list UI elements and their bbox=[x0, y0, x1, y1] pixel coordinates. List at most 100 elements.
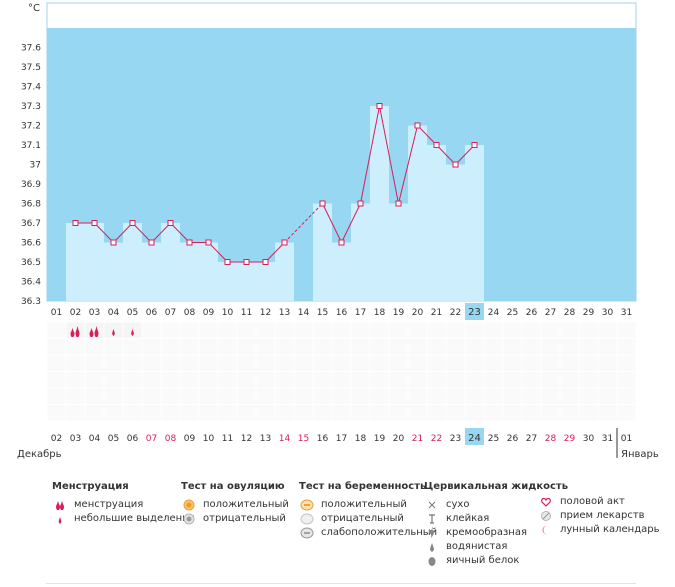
grid-cell bbox=[446, 388, 465, 404]
grid-cell bbox=[123, 405, 142, 421]
grid-cell bbox=[275, 405, 294, 421]
grid-cell bbox=[218, 372, 237, 388]
grid-cell bbox=[522, 372, 541, 388]
ovulation-negative-icon bbox=[181, 513, 197, 525]
grid-cell bbox=[218, 322, 237, 338]
cycle-day-label: 03 bbox=[89, 308, 100, 318]
grid-cell bbox=[85, 372, 104, 388]
grid-cell bbox=[275, 322, 294, 338]
temperature-point bbox=[243, 259, 250, 265]
cycle-day-label: 21 bbox=[431, 308, 442, 318]
calendar-date-label: 22 bbox=[431, 434, 442, 444]
grid-cell bbox=[408, 372, 427, 388]
grid-cell bbox=[218, 388, 237, 404]
grid-cell bbox=[522, 388, 541, 404]
moon-icon bbox=[538, 524, 554, 536]
grid-cell bbox=[598, 355, 617, 371]
grid-cell bbox=[85, 388, 104, 404]
calendar-date-label: 26 bbox=[507, 434, 519, 444]
temperature-bar bbox=[237, 262, 256, 301]
grid-cell bbox=[484, 372, 503, 388]
temperature-point bbox=[262, 259, 269, 265]
calendar-date-label: 06 bbox=[127, 434, 139, 444]
temperature-line-segment bbox=[360, 105, 380, 204]
grid-cell bbox=[275, 372, 294, 388]
grid-cell bbox=[446, 372, 465, 388]
legend-item-pregnancy-negative: отрицательный bbox=[299, 512, 437, 526]
grid-cell bbox=[104, 339, 123, 355]
grid-cell bbox=[180, 405, 199, 421]
grid-cell bbox=[294, 405, 313, 421]
calendar-date-label: 04 bbox=[89, 434, 101, 444]
temperature-line-segment bbox=[113, 222, 133, 243]
grid-cell bbox=[579, 405, 598, 421]
month-end-label: Январь bbox=[621, 449, 659, 460]
creamy-icon bbox=[424, 527, 440, 539]
bottom-divider bbox=[46, 583, 636, 584]
temperature-point bbox=[148, 239, 155, 246]
dry-icon bbox=[424, 499, 440, 511]
grid-cell bbox=[351, 388, 370, 404]
legend-medication-label: прием лекарств bbox=[560, 510, 645, 521]
grid-cell bbox=[503, 322, 522, 338]
cycle-day-label: 05 bbox=[127, 308, 138, 318]
temperature-line-segment bbox=[379, 105, 399, 204]
legend-ovulation-negative-label: отрицательный bbox=[203, 513, 286, 524]
grid-cell bbox=[427, 388, 446, 404]
cycle-day-label: 22 bbox=[450, 308, 461, 318]
grid-cell bbox=[465, 322, 484, 338]
legend-menstruation-title: Менструация bbox=[52, 481, 129, 492]
cycle-day-label: 09 bbox=[203, 308, 215, 318]
legend-ovulation-title: Тест на овуляцию bbox=[181, 481, 285, 492]
grid-cell bbox=[47, 339, 66, 355]
calendar-date-label: 24 bbox=[468, 433, 481, 444]
legend-item-light: небольшие выделения bbox=[52, 512, 195, 526]
cycle-day-label: 07 bbox=[165, 308, 176, 318]
grid-cell bbox=[142, 405, 161, 421]
grid-cell bbox=[560, 372, 579, 388]
grid-cell bbox=[389, 405, 408, 421]
y-unit-label: °C bbox=[28, 3, 40, 14]
temperature-line-segment bbox=[398, 125, 418, 204]
grid-cell bbox=[465, 355, 484, 371]
cycle-day-label: 19 bbox=[393, 308, 405, 318]
grid-cell bbox=[294, 388, 313, 404]
legend-item-pregnancy-positive: положительный bbox=[299, 498, 437, 512]
legend-heavy-label: менструация bbox=[74, 499, 144, 510]
grid-cell bbox=[180, 388, 199, 404]
grid-cell bbox=[541, 355, 560, 371]
temperature-line-segment bbox=[151, 222, 171, 243]
grid-cell bbox=[332, 355, 351, 371]
temperature-point bbox=[338, 239, 345, 246]
grid-cell bbox=[484, 388, 503, 404]
legend-item-egg-white: яичный белок bbox=[424, 554, 568, 568]
cycle-day-label: 20 bbox=[412, 308, 424, 318]
temperature-point bbox=[224, 259, 231, 265]
grid-cell bbox=[370, 405, 389, 421]
grid-cell bbox=[465, 372, 484, 388]
grid-cell bbox=[351, 405, 370, 421]
pill-icon bbox=[538, 510, 554, 522]
y-tick-label: 36.7 bbox=[21, 219, 41, 229]
calendar-date-label: 02 bbox=[51, 434, 62, 444]
cycle-day-label: 29 bbox=[583, 308, 595, 318]
legend-pregnancy-title: Тест на беременность bbox=[299, 481, 427, 492]
grid-cell bbox=[294, 322, 313, 338]
temperature-gap-segment bbox=[284, 203, 323, 243]
calendar-date-label: 12 bbox=[241, 434, 252, 444]
grid-cell bbox=[66, 405, 85, 421]
heavy-drop-icon bbox=[52, 499, 68, 511]
temperature-point bbox=[281, 239, 288, 246]
grid-cell bbox=[66, 355, 85, 371]
temperature-point bbox=[433, 142, 440, 148]
temperature-bar bbox=[332, 242, 351, 301]
grid-cell bbox=[104, 405, 123, 421]
grid-cell bbox=[161, 355, 180, 371]
pregnancy-positive-icon bbox=[299, 499, 315, 511]
calendar-date-label: 27 bbox=[526, 434, 537, 444]
grid-cell bbox=[579, 339, 598, 355]
grid-cell bbox=[427, 322, 446, 338]
grid-cell bbox=[370, 388, 389, 404]
legend-item-watery: водянистая bbox=[424, 540, 568, 554]
grid-cell bbox=[237, 355, 256, 371]
